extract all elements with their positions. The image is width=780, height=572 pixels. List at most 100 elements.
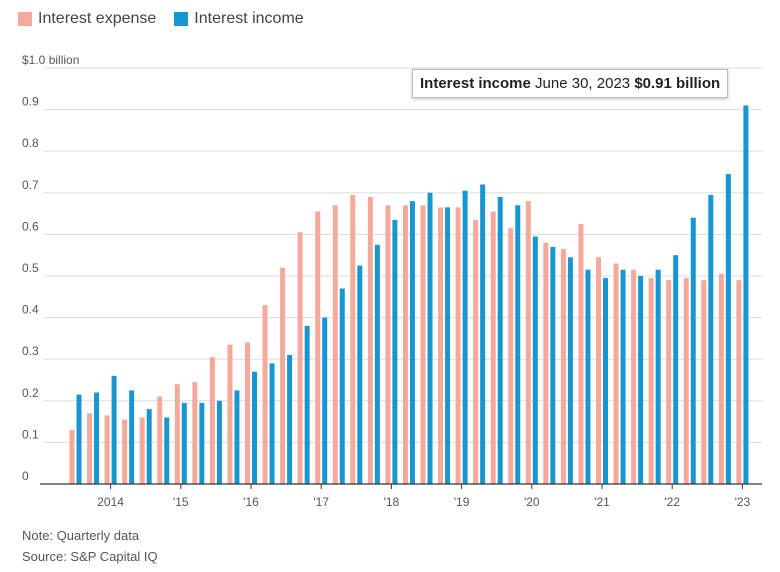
bar-interest-expense (139, 417, 145, 484)
x-tick-label: '19 (454, 495, 470, 509)
x-tick-label: '16 (243, 495, 259, 509)
bar-interest-income (392, 219, 398, 484)
bar-interest-income (550, 246, 556, 484)
bar-interest-expense (508, 228, 514, 484)
tooltip-series: Interest income (420, 75, 531, 92)
bar-interest-expense (385, 205, 391, 484)
bar-interest-expense (578, 224, 584, 484)
bar-interest-expense (245, 342, 250, 484)
bar-interest-income (129, 390, 135, 484)
bar-interest-income (462, 190, 468, 484)
bar-interest-expense (473, 219, 479, 484)
tooltip: Interest income June 30, 2023 $0.91 bill… (412, 69, 729, 98)
bar-interest-expense (402, 205, 408, 484)
bar-interest-expense (87, 413, 93, 484)
bar-interest-income (199, 402, 205, 484)
legend-swatch-income (174, 12, 189, 26)
bar-interest-income (357, 265, 363, 484)
x-tick-label: '22 (664, 495, 680, 509)
bar-interest-income (76, 394, 82, 484)
legend-item-income[interactable]: Interest income (174, 10, 304, 28)
bar-interest-income (164, 417, 170, 484)
bar-interest-expense (490, 211, 496, 484)
bar-interest-income (497, 196, 503, 484)
footer-source: Source: S&P Capital IQ (22, 549, 158, 564)
bar-interest-expense (683, 278, 689, 484)
bar-interest-income (181, 402, 187, 484)
bar-interest-income (146, 409, 152, 484)
bar-interest-expense (227, 344, 233, 484)
bar-interest-income (427, 192, 433, 485)
bar-interest-expense (596, 257, 601, 484)
bar-interest-income (532, 236, 538, 484)
bar-interest-income (287, 355, 293, 484)
bar-interest-expense (367, 196, 373, 484)
bar-interest-income (655, 269, 661, 484)
bar-interest-income (620, 269, 626, 484)
bar-interest-expense (209, 357, 215, 484)
bar-interest-income (515, 205, 521, 484)
bar-interest-expense (157, 396, 163, 484)
bar-interest-expense (438, 207, 444, 485)
bar-interest-income (708, 194, 714, 484)
bar-interest-income (480, 184, 486, 485)
bar-interest-expense (420, 205, 426, 484)
bar-interest-income (690, 217, 696, 484)
footer-note: Note: Quarterly data (22, 528, 140, 543)
bar-interest-income (603, 278, 608, 484)
bar-interest-expense (560, 248, 566, 484)
bar-interest-expense (332, 205, 338, 484)
x-tick-label: 2014 (97, 495, 124, 509)
bar-interest-income (339, 288, 345, 484)
y-tick-label: 0.4 (22, 303, 39, 317)
footer: Note: Quarterly data Source: S&P Capital… (22, 525, 158, 567)
bar-interest-expense (666, 280, 672, 484)
bar-interest-income (409, 201, 415, 484)
legend-item-expense[interactable]: Interest expense (18, 10, 156, 28)
bar-interest-expense (718, 273, 724, 484)
legend: Interest expense Interest income (18, 10, 304, 28)
y-tick-label: 0.7 (22, 178, 39, 192)
x-tick-label: '23 (735, 495, 751, 509)
bar-interest-income (269, 363, 275, 484)
bar-interest-expense (613, 263, 619, 484)
bar-interest-expense (648, 278, 654, 484)
y-tick-label: 0.6 (22, 219, 39, 233)
y-tick-label: 0.9 (22, 95, 39, 109)
bar-interest-income (216, 400, 222, 484)
bar-interest-expense (280, 267, 286, 484)
bar-interest-income (585, 269, 591, 484)
bar-interest-expense (525, 201, 531, 484)
x-tick-label: '20 (524, 495, 540, 509)
bar-interest-income (252, 371, 257, 484)
y-tick-label: 0.8 (22, 136, 39, 150)
bar-interest-income (94, 392, 100, 484)
y-tick-label: 0 (22, 469, 29, 483)
bar-interest-expense (122, 419, 128, 484)
bar-interest-expense (315, 211, 321, 484)
bar-interest-expense (192, 382, 198, 484)
bar-interest-expense (631, 269, 637, 484)
legend-label-income: Interest income (194, 10, 304, 27)
bar-interest-expense (297, 232, 303, 484)
y-tick-label: 0.5 (22, 261, 39, 275)
bar-interest-income (567, 257, 573, 484)
bar-interest-income (322, 317, 328, 484)
bar-interest-income (445, 207, 451, 485)
x-tick-label: '21 (594, 495, 610, 509)
y-tick-label: 0.2 (22, 386, 39, 400)
bar-interest-income (673, 255, 679, 484)
tooltip-value: $0.91 billion (634, 75, 721, 92)
bar-interest-expense (543, 242, 549, 484)
bar-interest-income (725, 174, 731, 484)
y-tick-label: 0.3 (22, 344, 39, 358)
x-tick-label: '18 (384, 495, 400, 509)
bar-interest-income (374, 244, 380, 484)
y-tick-label: 0.1 (22, 427, 39, 441)
bar-interest-expense (104, 415, 110, 484)
bar-interest-expense (701, 280, 707, 484)
bar-interest-income (638, 276, 644, 484)
bar-interest-expense (69, 429, 75, 484)
bar-interest-income (234, 390, 240, 484)
